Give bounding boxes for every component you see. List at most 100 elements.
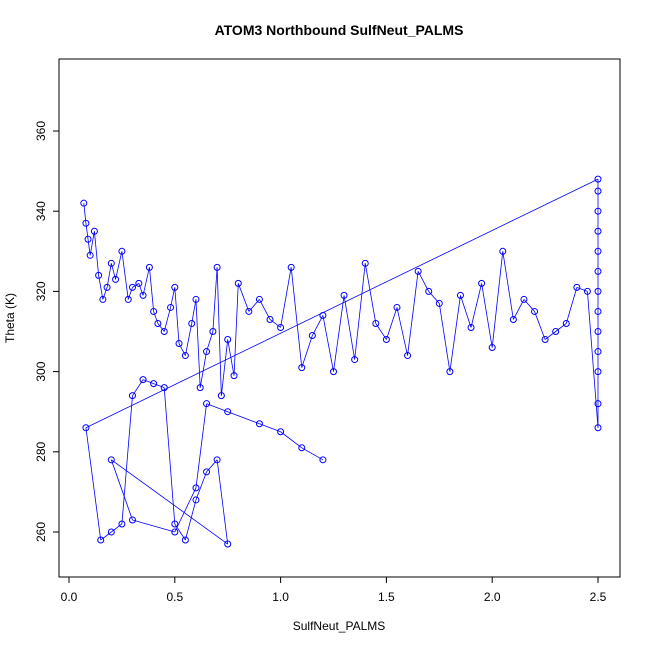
series-line-segment	[565, 287, 578, 324]
series-line-segment	[85, 427, 102, 541]
series-line-segment	[502, 251, 514, 320]
data-point	[404, 352, 412, 360]
series-line-segment	[184, 323, 193, 356]
x-axis: 0.0 0.5 1.0 1.5 2.0 2.5	[61, 576, 607, 604]
series-line-segment	[396, 307, 408, 356]
plot-frame	[58, 58, 621, 578]
series-line-segment	[481, 283, 493, 348]
series-line-segment	[544, 331, 556, 340]
series-line-segment	[195, 471, 207, 501]
series-line-segment	[153, 383, 165, 389]
series-line-segment	[354, 263, 366, 360]
series-line-segment	[85, 178, 599, 429]
data-point	[192, 484, 200, 492]
data-point	[112, 275, 120, 283]
data-point	[209, 328, 217, 335]
data-point	[196, 384, 204, 392]
series-line-segment	[149, 267, 155, 312]
data-point	[531, 307, 539, 315]
data-point	[192, 295, 200, 303]
series-line-segment	[206, 403, 228, 413]
data-point	[351, 356, 359, 364]
data-point	[203, 400, 211, 408]
data-point	[594, 267, 602, 275]
series-line-segment	[248, 299, 260, 312]
data-point	[520, 295, 528, 303]
series-line-segment	[290, 267, 303, 368]
data-point	[181, 352, 189, 360]
series-line-segment	[127, 287, 133, 300]
data-point	[97, 536, 105, 544]
series-line-segment	[216, 459, 229, 545]
data-point	[118, 520, 126, 528]
series-line-segment	[212, 267, 218, 332]
series-line-segment	[111, 523, 123, 533]
series-line-segment	[237, 283, 250, 312]
data-point	[594, 187, 602, 195]
data-point	[128, 283, 136, 291]
data-point	[203, 468, 211, 476]
series-line-segment	[301, 335, 313, 368]
series-line-segment	[191, 299, 197, 324]
x-tick-label: 0.0	[61, 590, 78, 604]
y-axis: 260 280 300 320 340 360	[34, 121, 60, 542]
series-line-segment	[102, 287, 108, 300]
data-point	[224, 336, 232, 344]
data-point	[298, 364, 306, 372]
series-line-segment	[121, 395, 133, 525]
x-axis-label: SulfNeut_PALMS	[293, 619, 386, 633]
y-tick-label: 360	[34, 121, 48, 141]
series-line-segment	[121, 251, 129, 300]
series-points	[80, 175, 602, 548]
data-point	[160, 328, 168, 335]
series-line-segment	[322, 315, 334, 372]
data-point	[80, 199, 88, 207]
data-point	[552, 328, 560, 335]
series-line-segment	[227, 411, 260, 425]
data-point	[319, 311, 327, 319]
data-point	[319, 456, 327, 464]
x-tick-label: 2.5	[590, 590, 607, 604]
data-point	[84, 235, 92, 243]
data-point	[255, 420, 263, 428]
data-point	[154, 319, 162, 327]
y-tick-label: 340	[34, 201, 48, 221]
data-point	[509, 315, 517, 323]
data-point	[594, 400, 602, 408]
data-point	[150, 380, 158, 388]
series-line-segment	[438, 303, 451, 372]
series-line-segment	[576, 287, 588, 292]
series-line-segment	[460, 295, 472, 328]
data-point	[171, 520, 179, 528]
data-point	[103, 283, 111, 291]
data-point	[171, 528, 179, 536]
series-line-segment	[259, 299, 271, 320]
series-line-segment	[174, 287, 180, 344]
data-point	[82, 219, 90, 227]
series-line-segment	[110, 459, 133, 521]
series-line-segment	[555, 323, 567, 332]
data-point	[192, 496, 200, 504]
data-point	[99, 295, 107, 303]
series-line-segment	[449, 295, 461, 372]
series-line-segment	[98, 275, 104, 300]
series-line-segment	[163, 387, 176, 525]
data-point	[150, 307, 158, 315]
series-line-segment	[115, 251, 123, 280]
y-tick-label: 260	[34, 522, 48, 542]
series-line-segment	[132, 283, 140, 288]
data-point	[467, 323, 475, 331]
data-point	[372, 319, 380, 327]
data-point	[298, 444, 306, 452]
data-point	[456, 291, 464, 299]
data-point	[224, 540, 232, 548]
data-point	[594, 247, 602, 255]
data-point	[95, 271, 103, 279]
series-line-segment	[470, 283, 483, 328]
data-point	[594, 307, 602, 315]
data-point	[425, 287, 433, 295]
data-point	[488, 344, 496, 352]
series-line-segment	[491, 251, 504, 348]
y-tick-label: 280	[34, 441, 48, 461]
data-point	[118, 247, 126, 255]
